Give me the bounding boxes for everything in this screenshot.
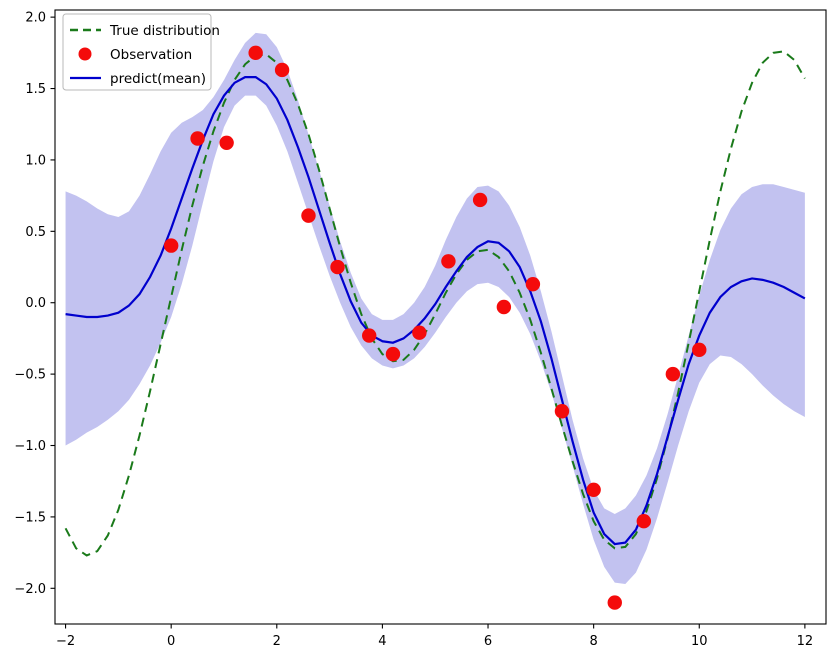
y-tick-label: 1.5	[25, 82, 46, 97]
legend-label: True distribution	[109, 23, 220, 39]
observation-point	[330, 259, 345, 275]
observation-point	[586, 482, 601, 497]
observation-point	[190, 131, 205, 146]
observation-point	[692, 342, 707, 358]
x-tick-label: 4	[378, 634, 386, 649]
y-tick-label: −2.0	[14, 582, 46, 597]
observation-point	[496, 299, 512, 315]
x-tick-label: 8	[590, 634, 598, 649]
y-tick-label: 2.0	[25, 11, 46, 26]
y-tick-label: 1.0	[25, 153, 46, 168]
observation-point	[554, 404, 570, 419]
x-tick-label: 6	[484, 634, 492, 649]
y-tick-label: −1.0	[14, 439, 46, 454]
y-tick-label: 0.0	[25, 296, 46, 311]
observation-point	[163, 238, 179, 253]
predict-mean-line	[65, 76, 806, 546]
observation-point	[472, 192, 488, 208]
x-axis-ticks: −2 0 2 4 6 8 10 12	[56, 624, 813, 649]
legend: True distribution Observation predict(mean…	[62, 13, 220, 91]
observation-point	[441, 254, 456, 269]
observation-point	[219, 135, 234, 150]
legend-label: Observation	[110, 47, 192, 63]
y-axis-ticks: −2.0 −1.5 −1.0 −0.5 0.0 0.5 1.0 1.5 2.0	[14, 11, 55, 597]
y-tick-label: 0.5	[25, 225, 46, 240]
observation-point	[636, 513, 652, 529]
observation-point	[412, 325, 427, 340]
observation-point	[301, 208, 316, 223]
true-distribution-line	[64, 50, 806, 557]
legend-marker-icon	[78, 47, 92, 61]
y-tick-label: −0.5	[14, 368, 46, 383]
observation-markers	[163, 45, 707, 610]
observation-point	[665, 366, 681, 382]
y-tick-label: −1.5	[14, 510, 46, 525]
observation-point	[362, 328, 377, 343]
legend-items: True distribution Observation predict(mean…	[70, 23, 220, 87]
observation-point	[248, 45, 263, 61]
x-tick-label: 10	[691, 634, 708, 649]
observation-point	[385, 346, 401, 362]
confidence-band	[65, 32, 805, 585]
x-tick-label: −2	[56, 634, 75, 649]
x-tick-label: 12	[797, 634, 814, 649]
x-tick-label: 0	[167, 634, 175, 649]
legend-label: predict(mean)	[110, 71, 206, 87]
observation-point	[274, 62, 290, 78]
x-tick-label: 2	[273, 634, 281, 649]
observation-point	[607, 595, 622, 610]
observation-point	[525, 276, 541, 292]
axes-spines	[54, 9, 827, 625]
legend-box	[62, 13, 212, 91]
